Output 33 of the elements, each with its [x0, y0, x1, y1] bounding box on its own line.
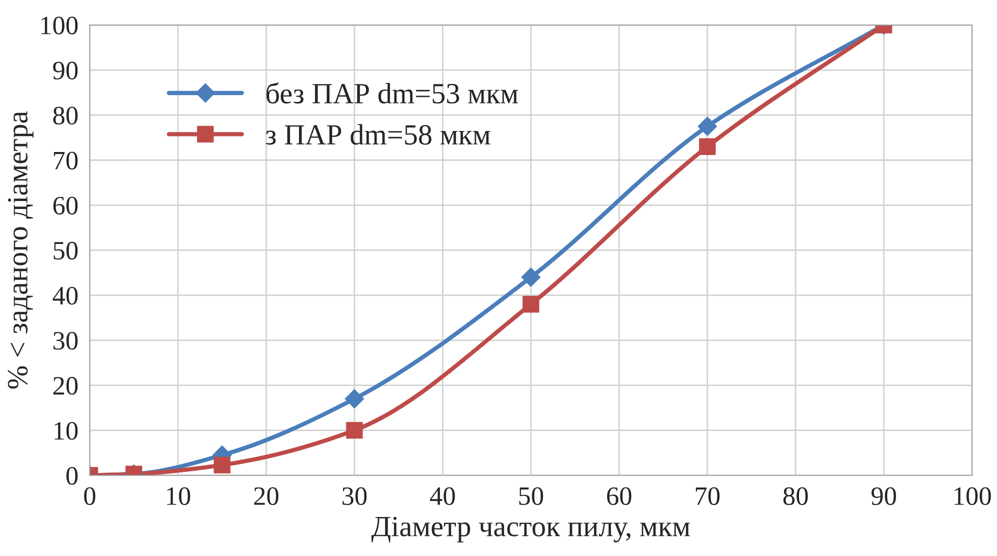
x-tick-label: 0: [84, 487, 96, 506]
x-tick-label: 40: [430, 487, 455, 506]
x-tick-label: 20: [254, 487, 278, 506]
point: [214, 456, 230, 474]
point: [344, 389, 364, 408]
point: [346, 422, 363, 439]
point: [521, 268, 540, 287]
legend-label: з ПАР dm=58 мкм: [266, 124, 490, 145]
x-tick-label: 10: [167, 487, 190, 506]
x-tick-label: 50: [519, 487, 544, 506]
y-tick-label: 100: [41, 16, 78, 34]
y-axis-title: % < заданого діаметра: [8, 111, 34, 389]
y-tick-label: 0: [66, 466, 78, 485]
x-tick-label: 90: [871, 487, 896, 506]
x-tick-label: 100: [954, 487, 991, 506]
x-tick-label: 80: [783, 487, 808, 506]
y-tick-label: 60: [53, 196, 78, 215]
point: [699, 138, 716, 155]
y-tick-label: 90: [53, 62, 78, 80]
x-tick-label: 70: [696, 487, 720, 506]
y-tick-label: 30: [53, 332, 78, 350]
legend-label: без ПАР dm=53 мкм: [266, 82, 518, 104]
y-tick-label: 70: [54, 152, 78, 170]
y-tick-label: 40: [52, 286, 78, 305]
y-tick-label: 50: [54, 242, 78, 260]
x-tick-label: 60: [607, 487, 632, 506]
x-axis-title: Діаметр часток пилу, мкм: [371, 516, 690, 542]
point: [698, 116, 717, 136]
y-tick-label: 10: [54, 422, 78, 440]
y-tick-label: 20: [53, 376, 78, 395]
point: [522, 296, 540, 313]
x-tick-label: 30: [342, 487, 367, 506]
y-tick-label: 80: [53, 106, 78, 125]
